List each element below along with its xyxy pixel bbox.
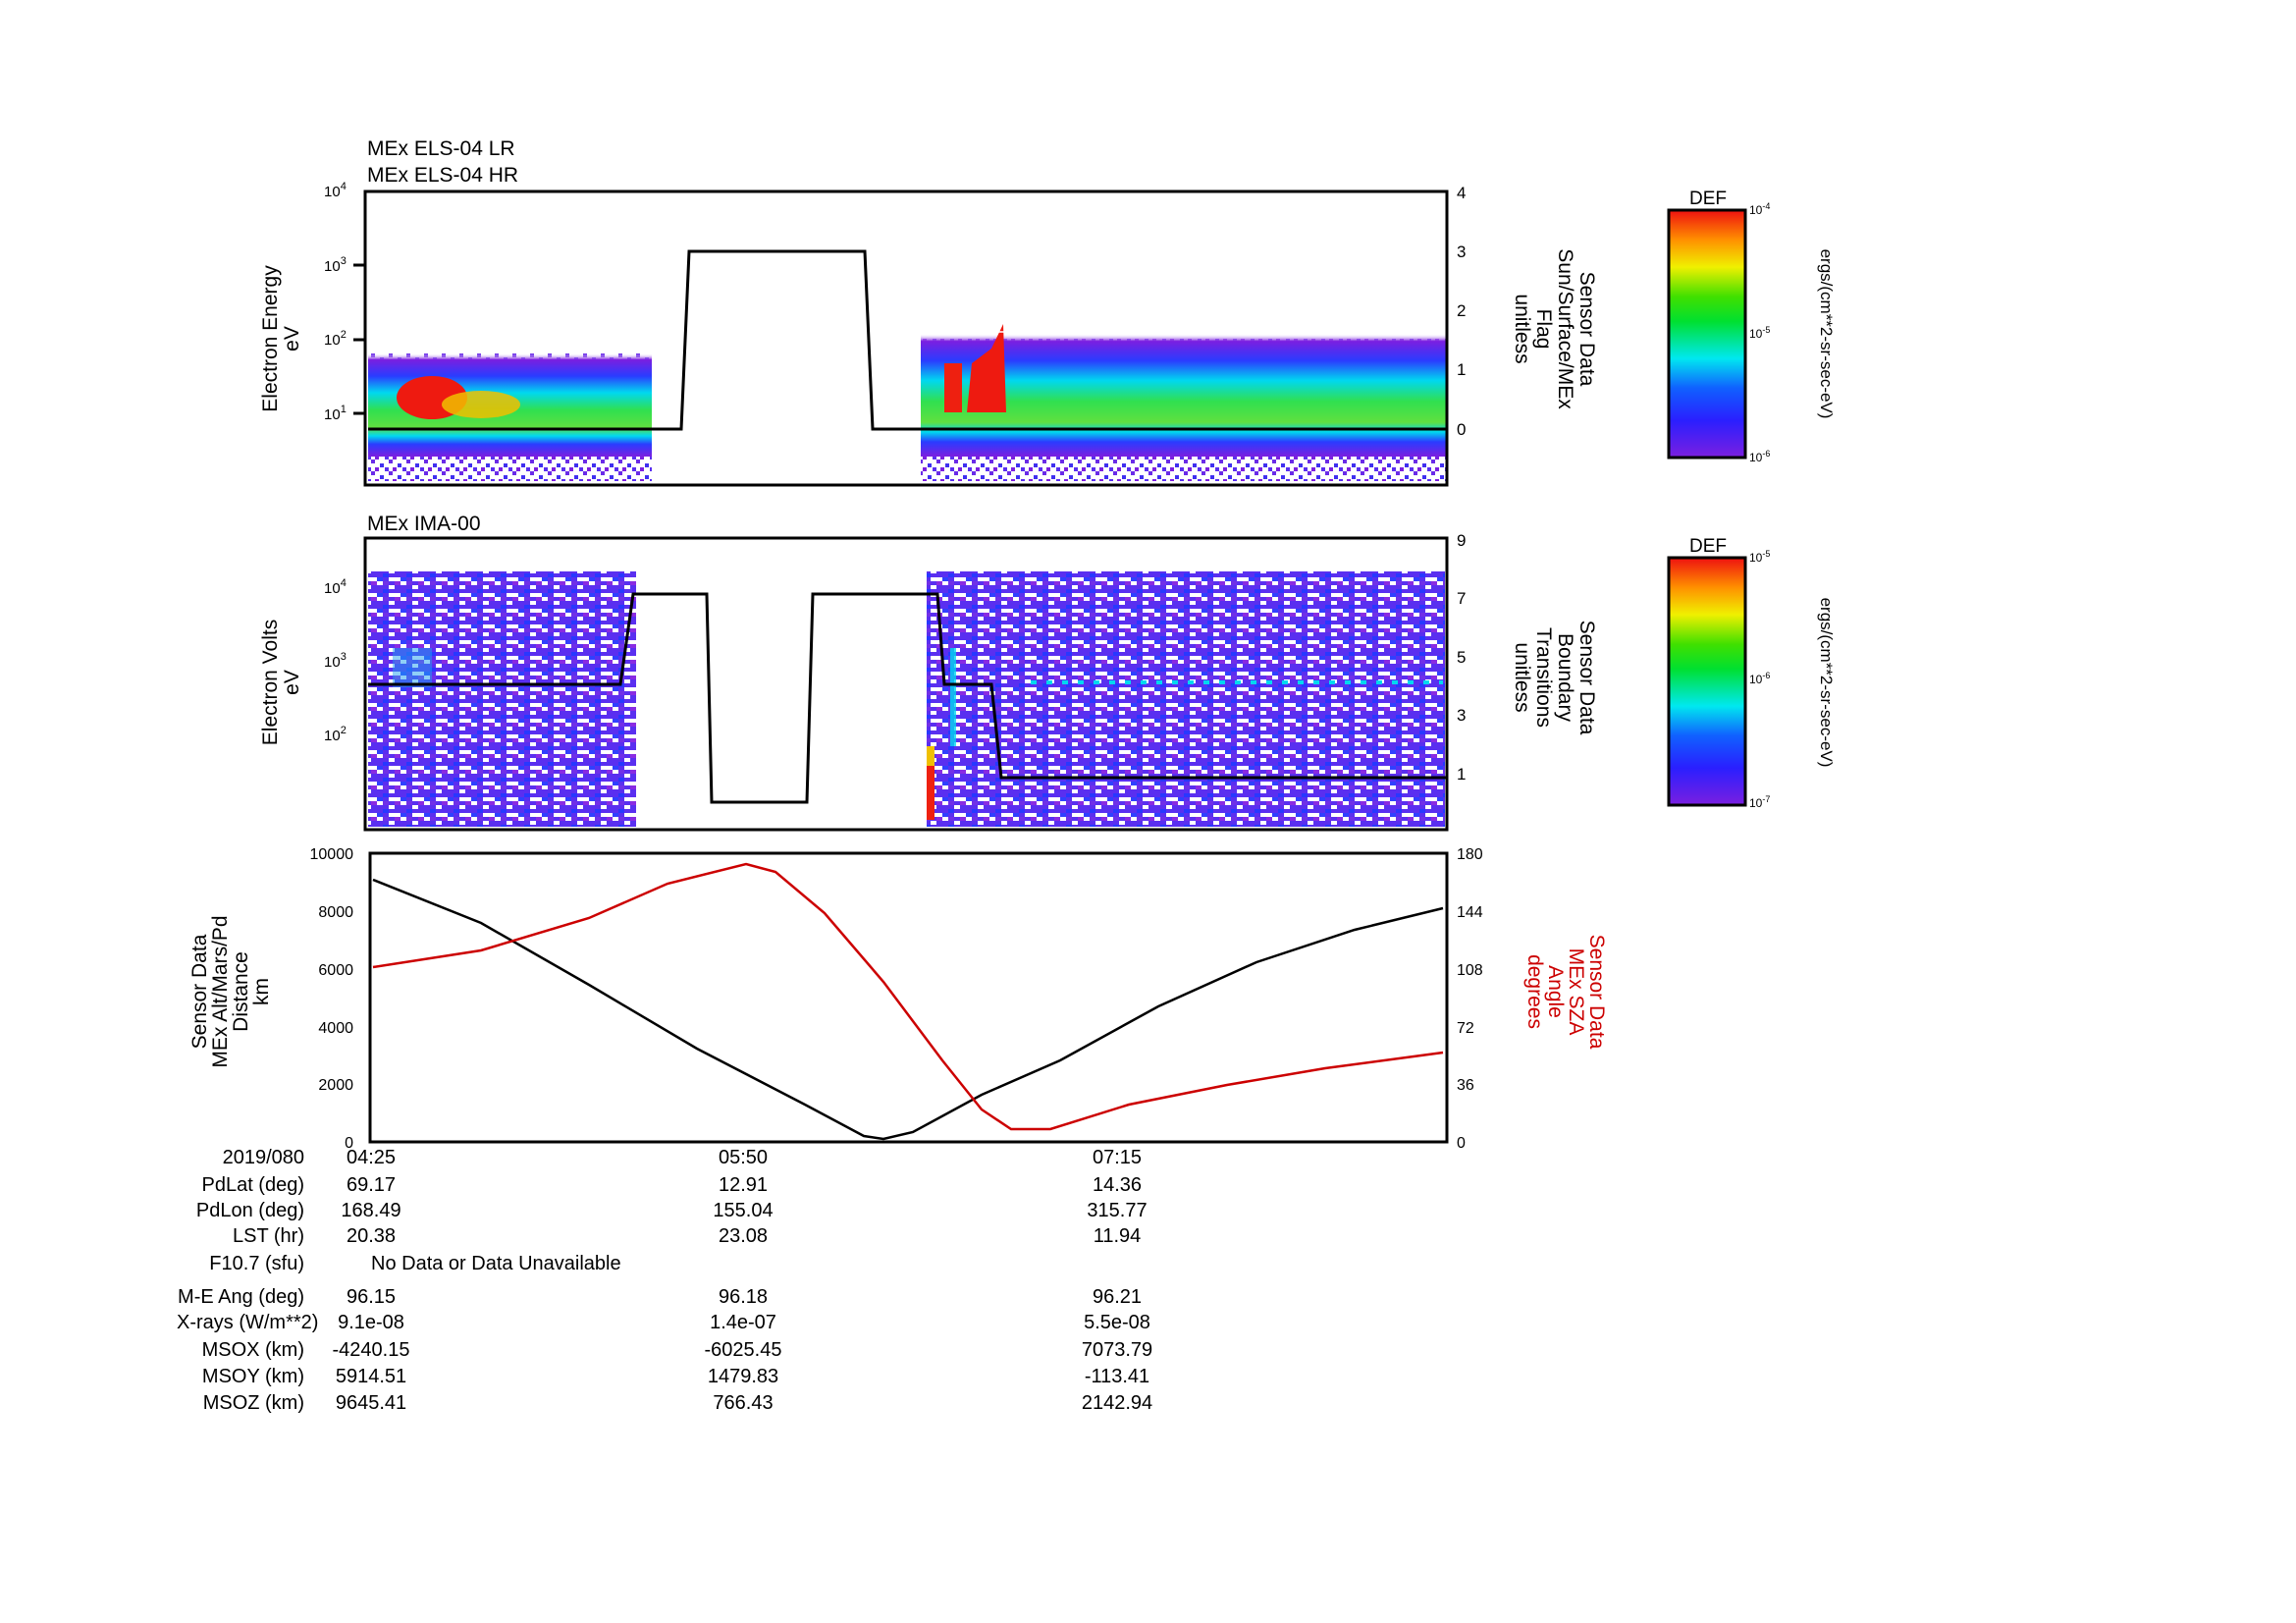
svg-text:3: 3 xyxy=(1457,706,1466,725)
bottom-right-axis: 180 144 108 72 36 0 xyxy=(1457,846,1483,1152)
svg-text:3: 3 xyxy=(1457,243,1466,261)
middle-panel: MEx IMA-00 104 103 102 9 7 5 3 1 Electro… xyxy=(259,513,1836,832)
svg-text:108: 108 xyxy=(1457,962,1483,979)
colorbar2 xyxy=(1667,556,1747,807)
top-right-axis: 4 3 2 1 0 xyxy=(1457,184,1466,439)
colorbar2-units: ergs/(cm**2-sr-sec-eV) xyxy=(1817,598,1836,768)
svg-text:72: 72 xyxy=(1457,1020,1474,1037)
svg-text:144: 144 xyxy=(1457,904,1483,921)
svg-text:101: 101 xyxy=(324,404,347,423)
svg-text:36: 36 xyxy=(1457,1077,1474,1094)
svg-text:2000: 2000 xyxy=(318,1077,353,1094)
middle-title: MEx IMA-00 xyxy=(367,513,481,535)
bottom-panel: 10000 8000 6000 4000 2000 0 180 144 108 … xyxy=(188,846,1608,1152)
middle-left-axis: 104 103 102 xyxy=(324,577,347,744)
colorbar1-units: ergs/(cm**2-sr-sec-eV) xyxy=(1817,249,1836,419)
svg-text:8000: 8000 xyxy=(318,904,353,921)
bottom-y2label: Sensor DataMEx SZAAngledegrees xyxy=(1523,935,1608,1050)
middle-ylabel: Electron VoltseV xyxy=(259,620,303,745)
svg-text:10-4: 10-4 xyxy=(1749,201,1770,217)
svg-text:10-5: 10-5 xyxy=(1749,549,1770,565)
svg-text:4: 4 xyxy=(1457,184,1466,202)
boundary-transitions-line xyxy=(368,592,1447,804)
sza-line xyxy=(372,862,1444,1131)
bottom-ylabel: Sensor DataMEx Alt/Mars/PdDistancekm xyxy=(188,915,273,1067)
sun-surface-flag-line xyxy=(368,249,1447,431)
top-y2label: Sensor DataSun/Surface/MExFlagunitless xyxy=(1511,248,1598,409)
svg-text:103: 103 xyxy=(324,255,347,275)
svg-text:10-5: 10-5 xyxy=(1749,325,1770,341)
top-title-hr: MEx ELS-04 HR xyxy=(367,164,518,187)
top-left-axis: 104 103 102 101 xyxy=(324,181,365,423)
colorbar2-title: DEF xyxy=(1689,536,1727,557)
ima-noise-left xyxy=(368,571,636,827)
top-ylabel: Electron EnergyeV xyxy=(259,265,303,412)
svg-text:9: 9 xyxy=(1457,531,1466,550)
colorbar1 xyxy=(1667,208,1747,460)
svg-text:10000: 10000 xyxy=(310,846,354,863)
distance-line xyxy=(372,878,1444,1141)
svg-text:0: 0 xyxy=(1457,1135,1466,1152)
els-band-right xyxy=(921,334,1447,457)
svg-text:10-6: 10-6 xyxy=(1749,449,1770,464)
els-hotspot-right xyxy=(967,324,1006,412)
bottom-panel-frame xyxy=(368,851,1449,1144)
svg-text:1: 1 xyxy=(1457,360,1466,379)
svg-text:102: 102 xyxy=(324,329,347,349)
svg-text:6000: 6000 xyxy=(318,962,353,979)
svg-text:102: 102 xyxy=(324,725,347,744)
top-panel: MEx ELS-04 LR MEx ELS-04 HR 104 103 102 … xyxy=(259,137,1836,487)
svg-text:1: 1 xyxy=(1457,765,1466,784)
bottom-left-axis: 10000 8000 6000 4000 2000 0 xyxy=(310,846,354,1152)
colorbar1-title: DEF xyxy=(1689,189,1727,209)
svg-text:104: 104 xyxy=(324,577,347,597)
svg-text:180: 180 xyxy=(1457,846,1483,863)
svg-text:4000: 4000 xyxy=(318,1020,353,1037)
svg-text:2: 2 xyxy=(1457,301,1466,320)
svg-text:7: 7 xyxy=(1457,589,1466,608)
svg-text:103: 103 xyxy=(324,651,347,671)
middle-y2label: Sensor DataBoundaryTransitionsunitless xyxy=(1511,621,1598,735)
ima-noise-right xyxy=(927,571,1445,827)
top-title-lr: MEx ELS-04 LR xyxy=(367,137,515,160)
svg-text:0: 0 xyxy=(1457,420,1466,439)
middle-right-axis: 9 7 5 3 1 xyxy=(1457,531,1466,784)
svg-text:10-7: 10-7 xyxy=(1749,794,1770,810)
svg-text:0: 0 xyxy=(345,1135,353,1152)
svg-text:104: 104 xyxy=(324,181,347,200)
middle-panel-frame xyxy=(363,536,1449,832)
svg-text:10-6: 10-6 xyxy=(1749,671,1770,686)
svg-text:5: 5 xyxy=(1457,648,1466,667)
